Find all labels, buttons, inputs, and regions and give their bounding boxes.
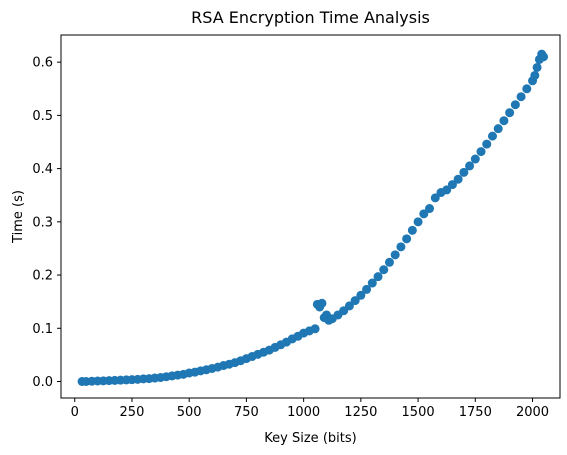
data-point: [539, 52, 549, 62]
data-point: [499, 116, 509, 126]
y-tick-label: 0.3: [32, 215, 53, 230]
y-tick-label: 0.1: [32, 322, 53, 337]
data-point: [317, 298, 327, 308]
plot-frame: [60, 34, 561, 399]
x-tick-label: 1500: [402, 405, 435, 420]
data-point: [384, 257, 394, 267]
x-tick-label: 750: [234, 405, 259, 420]
scatter-points: [77, 49, 549, 386]
y-axis-label: Time (s): [11, 190, 26, 244]
data-point: [482, 139, 492, 149]
data-point: [510, 100, 520, 110]
x-tick-label: 1000: [287, 405, 320, 420]
data-point: [453, 174, 463, 184]
y-tick-label: 0.5: [32, 109, 53, 124]
data-point: [373, 272, 383, 282]
x-axis-label: Key Size (bits): [264, 431, 356, 446]
data-point: [447, 180, 457, 190]
data-point: [356, 290, 366, 300]
x-tick-label: 1250: [344, 405, 377, 420]
x-tick-label: 2000: [516, 405, 549, 420]
y-tick-label: 0.2: [32, 269, 53, 284]
x-tick-label: 0: [71, 405, 79, 420]
y-tick-label: 0.6: [32, 56, 53, 71]
data-point: [522, 84, 532, 94]
data-point: [430, 193, 440, 203]
data-point: [425, 204, 435, 214]
y-tick-label: 0.4: [32, 162, 53, 177]
data-point: [350, 296, 360, 306]
data-point: [493, 124, 503, 134]
data-point: [505, 108, 515, 118]
data-point: [310, 324, 320, 334]
data-point: [465, 161, 475, 171]
x-tick-label: 1750: [459, 405, 492, 420]
data-point: [442, 185, 452, 195]
x-tick-label: 250: [120, 405, 145, 420]
data-point: [516, 92, 526, 102]
data-point: [419, 209, 429, 219]
data-point: [402, 234, 412, 244]
data-point: [459, 167, 469, 177]
data-point: [344, 301, 354, 311]
data-point: [367, 278, 377, 288]
data-point: [413, 217, 423, 227]
y-axis-ticks: 0.0 0.1 0.2 0.3 0.4 0.5 0.6: [32, 56, 61, 390]
data-point: [379, 265, 389, 275]
data-point: [476, 147, 486, 157]
data-point: [362, 284, 372, 294]
x-tick-label: 500: [177, 405, 202, 420]
data-point: [470, 154, 480, 164]
data-point: [396, 242, 406, 252]
data-point: [390, 250, 400, 260]
y-tick-label: 0.0: [32, 375, 53, 390]
data-point: [532, 62, 542, 72]
data-point: [530, 70, 540, 80]
x-axis-ticks: 0 250 500 750 1000 1250 1500 1750 2000: [71, 398, 549, 420]
chart-title: RSA Encryption Time Analysis: [191, 8, 430, 27]
data-point: [407, 225, 417, 235]
data-point: [487, 131, 497, 141]
